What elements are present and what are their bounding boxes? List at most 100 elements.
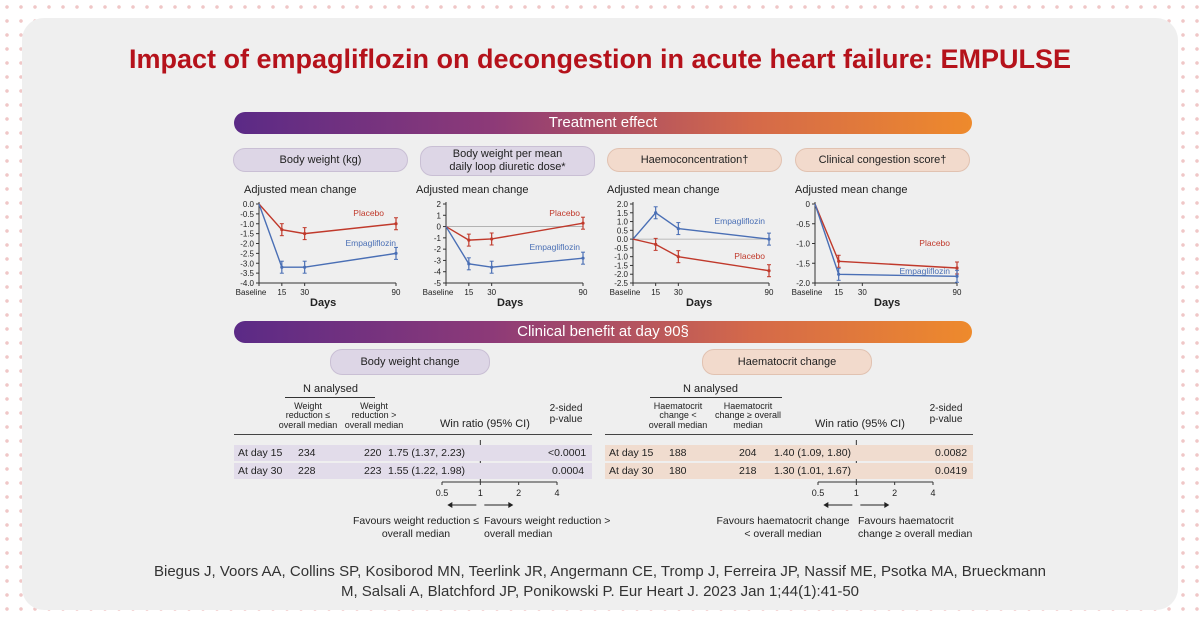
row-n1: 234 — [298, 447, 316, 459]
y-tick-label: -1.5 — [796, 259, 810, 268]
forest-tick-label: 1 — [478, 488, 483, 498]
x-tick-label: 90 — [765, 288, 774, 297]
row-pvalue: 0.0419 — [935, 465, 968, 477]
y-tick-label: -2.5 — [614, 279, 628, 288]
table-row: At day 15 188 204 1.40 (1.09, 1.80) 0.00… — [605, 445, 973, 461]
y-tick-label: -1.0 — [796, 240, 810, 249]
data-point — [837, 259, 841, 263]
x-tick-label: 30 — [674, 288, 683, 297]
panel-1-xlabel: Days — [310, 297, 337, 309]
data-point — [676, 226, 680, 231]
col-haematocrit-lt-median: Haematocrit change < overall median — [648, 401, 708, 430]
row-label: At day 15 — [238, 447, 283, 459]
arrowhead-right — [508, 502, 514, 508]
y-tick-label: -0.5 — [614, 244, 628, 253]
data-point — [467, 238, 471, 242]
data-point — [676, 255, 680, 259]
y-tick-label: 2.0 — [617, 200, 629, 209]
treatment-effect-banner: Treatment effect — [234, 112, 972, 134]
series-line-empagliflozin — [445, 226, 584, 268]
data-point — [303, 232, 307, 236]
series-label-placebo: Placebo — [549, 208, 580, 218]
panel-2-xlabel: Days — [497, 297, 524, 309]
y-tick-label: 0.0 — [243, 200, 255, 209]
pill-haematocrit-change: Haematocrit change — [702, 349, 872, 375]
clinical-benefit-banner: Clinical benefit at day 90§ — [234, 321, 972, 343]
x-tick-label: 30 — [487, 288, 496, 297]
citation-line-1: Biegus J, Voors AA, Collins SP, Kosiboro… — [153, 563, 1047, 580]
x-tick-label: Baseline — [236, 288, 267, 297]
y-tick-label: -0.5 — [796, 220, 810, 229]
forest-tick-label: 0.5 — [812, 488, 825, 498]
series-label-empagliflozin: Empagliflozin — [899, 266, 950, 276]
y-tick-label: -5 — [434, 279, 442, 288]
col-weight-gt-median: Weight reduction > overall median — [344, 401, 404, 430]
series-line-placebo — [814, 203, 958, 269]
pill-body-weight: Body weight (kg) — [233, 148, 408, 172]
pill-haemoconcentration: Haemoconcentration† — [607, 148, 782, 172]
favours-right-haematocrit: Favours haematocrit change ≥ overall med… — [858, 515, 973, 540]
pill-body-weight-change: Body weight change — [330, 349, 490, 375]
n-analysed-rule-left — [285, 397, 375, 398]
data-point — [955, 274, 959, 278]
y-tick-label: 1 — [437, 211, 442, 220]
data-point — [490, 237, 494, 241]
row-ratio: 1.40 (1.09, 1.80) — [774, 447, 852, 459]
row-n2: 223 — [364, 465, 382, 477]
table-row: At day 30 180 218 1.30 (1.01, 1.67) 0.04… — [605, 463, 973, 479]
col-weight-le-median: Weight reduction ≤ overall median — [278, 401, 338, 430]
table-row: At day 15 234 220 1.75 (1.37, 2.23) <0.0… — [234, 445, 592, 461]
y-tick-label: -3.0 — [240, 259, 254, 268]
y-tick-label: 2 — [437, 200, 442, 209]
x-tick-label: 30 — [300, 288, 309, 297]
data-point — [837, 272, 841, 276]
y-tick-label: -0.5 — [240, 210, 254, 219]
data-point — [467, 262, 471, 266]
series-line-placebo — [632, 238, 770, 272]
pill-body-weight-per-dose: Body weight per mean daily loop diuretic… — [420, 146, 595, 176]
x-tick-label: 15 — [277, 288, 286, 297]
col-pvalue-left: 2-sided p-value — [549, 403, 583, 425]
arrowhead-right — [884, 502, 890, 508]
x-tick-label: 90 — [392, 288, 401, 297]
data-point — [394, 222, 398, 226]
row-n1: 228 — [298, 465, 316, 477]
series-label-empagliflozin: Empagliflozin — [714, 216, 765, 226]
data-point — [280, 228, 284, 232]
x-tick-label: Baseline — [792, 288, 823, 297]
favours-left-haematocrit: Favours haematocrit change < overall med… — [716, 515, 850, 540]
y-tick-label: 0 — [806, 200, 811, 209]
row-label: At day 30 — [609, 465, 654, 477]
forest-tick-label: 4 — [930, 488, 935, 498]
row-n1: 180 — [669, 465, 687, 477]
col-pvalue-right: 2-sided p-value — [929, 403, 963, 425]
y-tick-label: -1.0 — [240, 220, 254, 229]
data-point — [581, 256, 585, 260]
y-tick-label: -4 — [434, 268, 442, 277]
row-pvalue: <0.0001 — [548, 447, 587, 459]
y-tick-label: 0.0 — [617, 235, 629, 244]
y-tick-label: -4.0 — [240, 279, 254, 288]
row-background — [234, 463, 592, 479]
row-background — [605, 445, 973, 461]
panel-4-xlabel: Days — [874, 297, 901, 309]
y-tick-label: -3 — [434, 256, 442, 265]
row-pvalue: 0.0004 — [552, 465, 585, 477]
x-tick-label: 30 — [858, 288, 867, 297]
x-tick-label: 15 — [834, 288, 843, 297]
series-label-placebo: Placebo — [919, 238, 950, 248]
y-tick-label: -2.5 — [240, 249, 254, 258]
x-tick-label: Baseline — [610, 288, 641, 297]
data-point — [280, 265, 284, 269]
series-line-empagliflozin — [632, 211, 770, 240]
table-rule-right — [605, 434, 973, 435]
forest-tick-label: 2 — [516, 488, 521, 498]
x-tick-label: 15 — [464, 288, 473, 297]
y-tick-label: -1.0 — [614, 253, 628, 262]
row-n1: 188 — [669, 447, 687, 459]
row-n2: 218 — [739, 465, 757, 477]
row-label: At day 15 — [609, 447, 654, 459]
row-ratio: 1.55 (1.22, 1.98) — [388, 465, 466, 477]
series-line-empagliflozin — [258, 203, 397, 268]
citation-line-2: M, Salsali A, Blatchford JP, Ponikowski … — [340, 583, 860, 600]
